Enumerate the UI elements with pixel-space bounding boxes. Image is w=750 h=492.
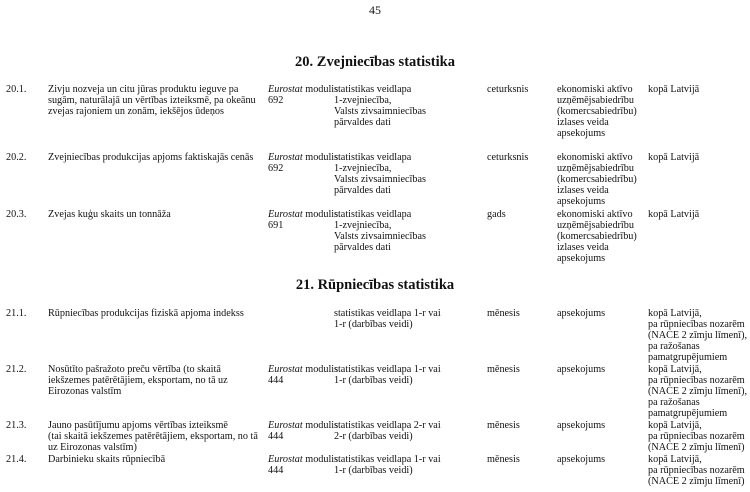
indicator-name: Zvejas kuģu skaits un tonnāža (48, 209, 171, 220)
source-italic: Eurostat (268, 420, 303, 431)
row-number: 20.3. (6, 209, 27, 220)
table-row: 20.1. Zivju nozveja un citu jūras produkt… (0, 84, 750, 139)
indicator-name: Jauno pasūtījumu apjoms vērtības izteiks… (48, 420, 258, 453)
source-rest: modulis 692 (268, 152, 339, 174)
row-number: 21.4. (6, 454, 27, 465)
row-number: 20.1. (6, 84, 27, 95)
collection-method: apsekojums (557, 308, 606, 319)
source-rest: modulis 444 (268, 420, 339, 442)
collection-method: ekonomiski aktīvo uzņēmējsabiedrību (kom… (557, 152, 637, 207)
regulation-source: Eurostat modulis 444 (268, 420, 338, 442)
indicator-name: Zvejniecības produkcijas apjoms faktiska… (48, 152, 254, 163)
breakdown-level: kopā Latvijā (648, 209, 700, 220)
breakdown-level: kopā Latvijā (648, 84, 700, 95)
indicator-name: Darbinieku skaits rūpniecībā (48, 454, 166, 465)
source-italic: Eurostat (268, 454, 303, 465)
table-row: 21.1. Rūpniecības produkcijas fiziskā apj… (0, 308, 750, 363)
table-row: 21.2. Nosūtīto pašražoto preču vērtība (t… (0, 364, 750, 419)
collection-method: apsekojums (557, 420, 606, 431)
row-number: 20.2. (6, 152, 27, 163)
data-source-form: statistikas veidlapa 1-r vai 1-r (darbīb… (334, 308, 441, 330)
data-source-form: statistikas veidlapa 1-zvejniecība, Vals… (334, 84, 426, 128)
section-heading: 20. Zvejniecības statistika (295, 54, 455, 70)
row-number: 21.1. (6, 308, 27, 319)
source-italic: Eurostat (268, 84, 303, 95)
breakdown-level: kopā Latvijā, pa rūpniecības nozarēm (NA… (648, 364, 748, 419)
regulation-source: Eurostat modulis 691 (268, 209, 338, 231)
frequency: mēnesis (487, 308, 520, 319)
frequency: ceturksnis (487, 152, 529, 163)
source-rest: modulis 692 (268, 84, 339, 106)
source-italic: Eurostat (268, 152, 303, 163)
indicator-name: Zivju nozveja un citu jūras produktu ieg… (48, 84, 256, 117)
page-number: 45 (369, 3, 381, 17)
breakdown-level: kopā Latvijā, pa rūpniecības nozarēm (NA… (648, 454, 745, 487)
source-rest: modulis 691 (268, 209, 339, 231)
data-source-form: statistikas veidlapa 1-r vai 1-r (darbīb… (334, 364, 441, 386)
breakdown-level: kopā Latvijā (648, 152, 700, 163)
source-rest: modulis 444 (268, 364, 339, 386)
collection-method: ekonomiski aktīvo uzņēmējsabiedrību (kom… (557, 84, 637, 139)
collection-method: ekonomiski aktīvo uzņēmējsabiedrību (kom… (557, 209, 637, 264)
frequency: ceturksnis (487, 84, 529, 95)
breakdown-level: kopā Latvijā, pa rūpniecības nozarēm (NA… (648, 308, 748, 363)
data-source-form: statistikas veidlapa 1-zvejniecība, Vals… (334, 152, 426, 196)
row-number: 21.3. (6, 420, 27, 431)
regulation-source: Eurostat modulis 444 (268, 454, 338, 476)
indicator-name: Nosūtīto pašražoto preču vērtība (to ska… (48, 364, 228, 397)
table-row: 21.4. Darbinieku skaits rūpniecībā statist… (0, 454, 750, 487)
data-source-form: statistikas veidlapa 1-zvejniecība, Vals… (334, 209, 426, 253)
data-source-form: statistikas veidlapa 1-r vai 1-r (darbīb… (334, 454, 441, 476)
section-heading: 21. Rūpniecības statistika (295, 277, 455, 293)
source-italic: Eurostat (268, 209, 303, 220)
collection-method: apsekojums (557, 454, 606, 465)
frequency: mēnesis (487, 364, 520, 375)
indicator-name: Rūpniecības produkcijas fiziskā apjoma i… (48, 308, 244, 319)
table-row: 20.3. Zvejas kuģu skaits un tonnāža statis… (0, 209, 750, 264)
table-row: 20.2. Zvejniecības produkcijas apjoms fak… (0, 152, 750, 207)
regulation-source: Eurostat modulis 692 (268, 84, 338, 106)
source-rest: modulis 444 (268, 454, 339, 476)
row-number: 21.2. (6, 364, 27, 375)
regulation-source: Eurostat modulis 444 (268, 364, 338, 386)
table-row: 21.3. Jauno pasūtījumu apjoms vērtības iz… (0, 420, 750, 453)
regulation-source: Eurostat modulis 692 (268, 152, 338, 174)
frequency: mēnesis (487, 454, 520, 465)
frequency: mēnesis (487, 420, 520, 431)
breakdown-level: kopā Latvijā, pa rūpniecības nozarēm (NA… (648, 420, 745, 453)
collection-method: apsekojums (557, 364, 606, 375)
data-source-form: statistikas veidlapa 2-r vai 2-r (darbīb… (334, 420, 441, 442)
source-italic: Eurostat (268, 364, 303, 375)
frequency: gads (487, 209, 506, 220)
